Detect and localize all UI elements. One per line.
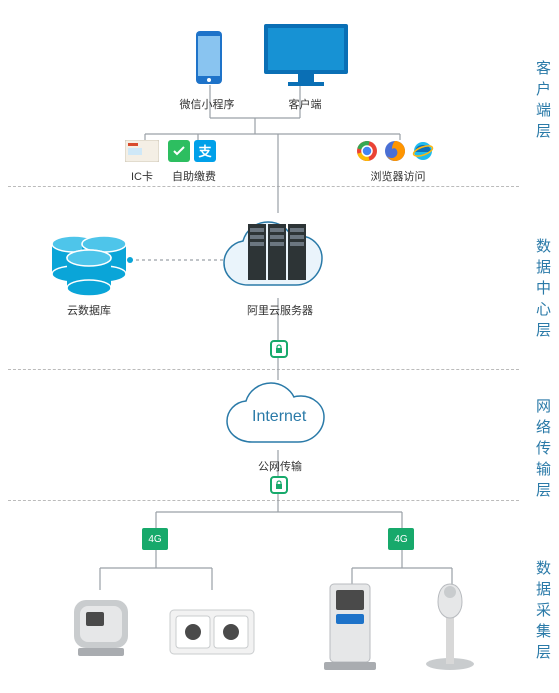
alipay-icon: 支 <box>194 140 216 162</box>
4g-badge: 4G <box>388 528 414 550</box>
4g-badge: 4G <box>142 528 168 550</box>
selfpay-label: 自助缴费 <box>164 168 224 184</box>
phone-icon <box>195 30 223 85</box>
internet-cloud-text: Internet <box>252 408 306 426</box>
firefox-icon <box>384 140 406 162</box>
chrome-icon <box>356 140 378 162</box>
ic-label: IC卡 <box>122 168 162 184</box>
layer-label-collect: 数据采集层 <box>532 560 553 665</box>
selfpay-icons: 支 <box>168 140 216 162</box>
lock-icon <box>270 340 288 358</box>
svg-text:支: 支 <box>197 144 212 159</box>
ic-card-icon <box>125 140 159 162</box>
wechat-label: 微信小程序 <box>172 96 242 112</box>
wechatpay-icon <box>168 140 190 162</box>
layer-label-client: 客户端层 <box>532 60 553 144</box>
ac-charger-icon <box>66 592 136 662</box>
server-icon <box>218 210 338 300</box>
browser-icons <box>356 140 434 162</box>
internet-label: 公网传输 <box>250 458 310 474</box>
ie-icon <box>412 140 434 162</box>
layer-divider <box>8 369 519 370</box>
browser-label: 浏览器访问 <box>358 168 438 184</box>
client-label: 客户端 <box>280 96 330 112</box>
lock-icon <box>270 476 288 494</box>
layer-label-datacenter: 数据中心层 <box>532 238 553 343</box>
diagram-canvas: 客户端层 数据中心层 网络传输层 数据采集层 微信小程序 客户端 支 IC卡 自… <box>0 0 559 693</box>
socket-box-icon <box>168 608 256 656</box>
layer-label-network: 网络传输层 <box>532 398 553 503</box>
database-icon <box>50 232 128 296</box>
layer-divider <box>8 186 519 187</box>
server-label: 阿里云服务器 <box>240 302 320 318</box>
charge-gun-icon <box>420 576 480 672</box>
monitor-icon <box>262 22 350 88</box>
layer-divider <box>8 500 519 501</box>
db-label: 云数据库 <box>54 302 124 318</box>
dc-charger-icon <box>320 580 380 672</box>
